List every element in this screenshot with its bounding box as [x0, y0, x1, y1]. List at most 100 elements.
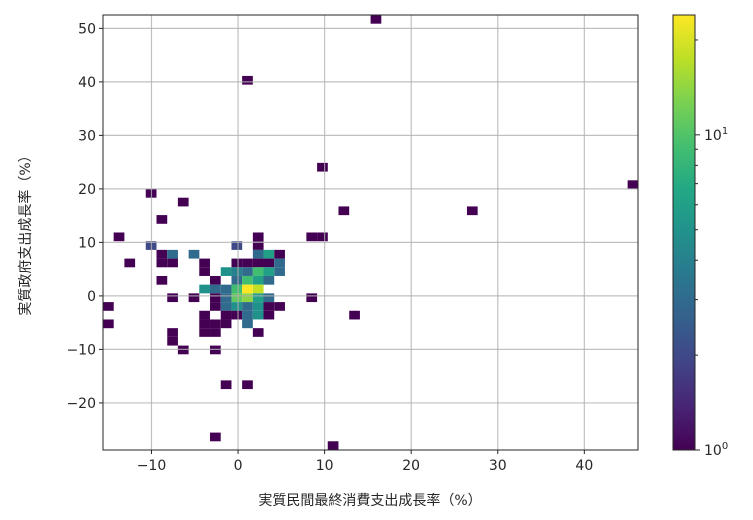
histogram-cell	[252, 258, 264, 268]
x-tick-label: 30	[489, 458, 507, 474]
histogram-cell	[252, 293, 264, 303]
x-tick-label: 20	[402, 458, 420, 474]
histogram-cell	[220, 310, 232, 320]
histogram-cell	[156, 215, 168, 224]
histogram-cell	[220, 319, 232, 329]
histogram-cell	[220, 284, 232, 294]
histogram-cell	[220, 267, 232, 276]
histogram-cell	[199, 258, 210, 268]
histogram-cell	[124, 258, 136, 268]
histogram-cell	[220, 302, 232, 311]
histogram-cell	[210, 319, 221, 329]
histogram-cell	[252, 241, 264, 250]
y-axis-ticks: −20 −10 0 10 20 30 40 50	[66, 21, 103, 412]
histogram-cell	[231, 275, 243, 285]
y-tick-label: 30	[78, 128, 96, 144]
histogram-cell	[252, 284, 264, 294]
y-tick-label: 50	[78, 21, 96, 37]
histogram-cell	[199, 284, 210, 294]
histogram-cell	[199, 267, 210, 276]
histogram-cell	[210, 275, 221, 285]
histogram-cell	[156, 249, 168, 259]
histogram-cell	[263, 310, 275, 320]
histogram-cell	[263, 302, 275, 311]
histogram-cells	[103, 15, 638, 450]
y-axis-label: 実質政府支出成長率（%）	[17, 148, 34, 315]
histogram-cell	[167, 258, 178, 268]
histogram-cell	[627, 180, 638, 190]
histogram-cell	[231, 267, 243, 276]
histogram-cell	[327, 441, 339, 450]
histogram-cell	[370, 15, 382, 24]
histogram-cell	[188, 249, 200, 259]
histogram-cell	[274, 258, 285, 268]
histogram-cell	[210, 284, 221, 294]
histogram-cell	[252, 232, 264, 242]
histogram-cell	[156, 275, 168, 285]
histogram-cell	[306, 232, 318, 242]
histogram-cell	[466, 206, 478, 216]
histogram-cell	[231, 258, 243, 268]
histogram-cell	[263, 267, 275, 276]
histogram-cell	[338, 206, 350, 216]
histogram-cell	[317, 162, 328, 172]
histogram-cell	[103, 302, 114, 311]
histogram-cell	[167, 328, 178, 337]
histogram-cell	[231, 241, 243, 250]
histogram-cell	[231, 284, 243, 294]
histogram-cell	[252, 275, 264, 285]
histogram-cell	[242, 284, 253, 294]
histogram-cell	[156, 258, 168, 268]
histogram-cell	[263, 258, 275, 268]
histogram-cell	[242, 258, 253, 268]
histogram-cell	[242, 380, 253, 390]
histogram-cell	[210, 328, 221, 337]
histogram-cell	[177, 197, 189, 207]
histogram-cell	[167, 336, 178, 346]
histogram-cell	[306, 293, 318, 303]
histogram-cell	[113, 232, 125, 242]
histogram-cell	[199, 328, 210, 337]
colorbar-tick-label: 101	[704, 126, 728, 144]
y-tick-label: 40	[78, 75, 96, 91]
y-tick-label: −20	[66, 396, 96, 412]
histogram-cell	[199, 319, 210, 329]
histogram-cell	[199, 310, 210, 320]
y-tick-label: 0	[87, 289, 96, 305]
x-tick-label: 0	[234, 458, 243, 474]
histogram-cell	[242, 293, 253, 303]
histogram-cell	[210, 293, 221, 303]
x-tick-label: −10	[137, 458, 167, 474]
histogram-cell	[231, 293, 243, 303]
histogram-cell	[242, 275, 253, 285]
histogram-cell	[252, 249, 264, 259]
colorbar	[672, 14, 696, 451]
histogram-cell	[242, 267, 253, 276]
y-tick-label: 20	[78, 182, 96, 198]
gridlines	[103, 15, 638, 450]
histogram-cell	[210, 302, 221, 311]
x-axis-label: 実質民間最終消費支出成長率（%）	[258, 492, 481, 509]
x-tick-label: 10	[316, 458, 334, 474]
colorbar-tick-label: 100	[704, 441, 728, 459]
histogram-cell	[242, 75, 253, 85]
histogram-cell	[252, 302, 264, 311]
histogram-cell	[252, 310, 264, 320]
histogram-cell	[231, 310, 243, 320]
histogram-cell	[252, 328, 264, 337]
x-tick-label: 40	[575, 458, 593, 474]
histogram-cell	[210, 432, 221, 442]
y-tick-label: 10	[78, 235, 96, 251]
histogram-cell	[263, 293, 275, 303]
histogram-cell	[167, 249, 178, 259]
histogram-cell	[188, 293, 200, 303]
histogram-cell	[103, 319, 114, 329]
colorbar-ticks: 100 101	[695, 39, 728, 459]
histogram-cell	[263, 249, 275, 259]
histogram-cell	[242, 302, 253, 311]
histogram-cell	[317, 232, 328, 242]
histogram-cell	[274, 302, 285, 311]
histogram-cell	[274, 249, 285, 259]
plot-frame	[102, 14, 639, 451]
